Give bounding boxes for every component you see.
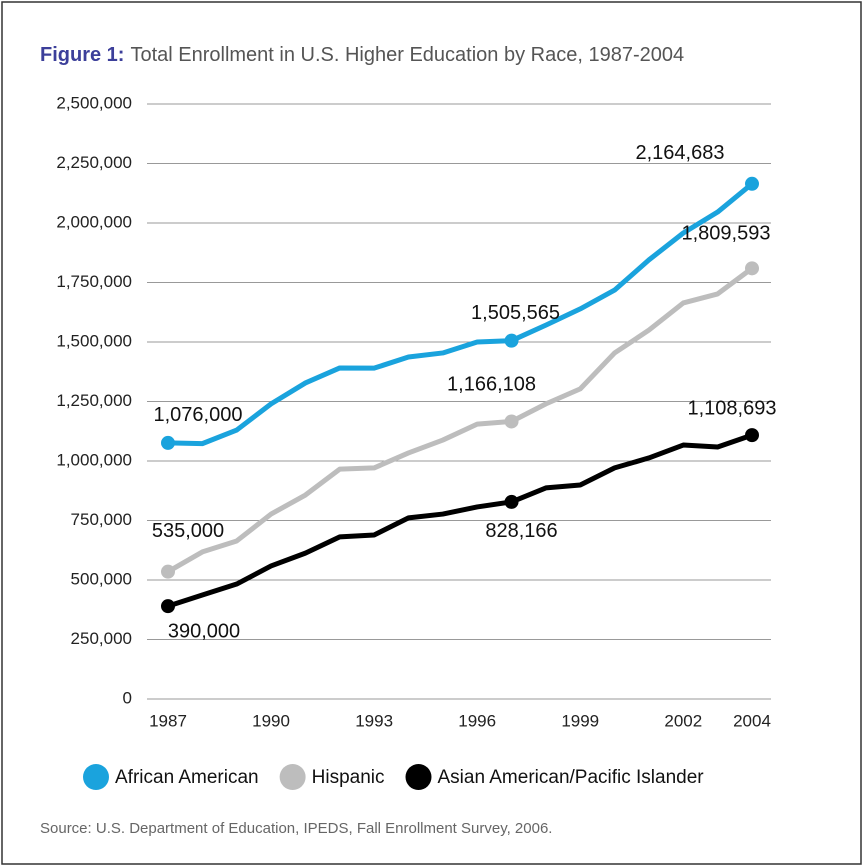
- x-tick-label: 2004: [733, 711, 771, 730]
- legend-swatch: [279, 764, 306, 790]
- x-tick-label: 2002: [664, 711, 702, 730]
- data-label: 1,166,108: [447, 374, 536, 396]
- data-label: 828,166: [485, 520, 557, 542]
- y-tick-label: 750,000: [71, 510, 132, 529]
- y-tick-label: 2,250,000: [56, 153, 132, 172]
- y-tick-label: 1,000,000: [56, 450, 132, 469]
- data-point: [504, 414, 519, 429]
- y-tick-label: 0: [123, 688, 132, 707]
- legend-label: Hispanic: [312, 767, 385, 788]
- x-tick-label: 1987: [149, 711, 187, 730]
- legend-label: Asian American/Pacific Islander: [438, 767, 705, 788]
- chart-title-group: Figure 1: Total Enrollment in U.S. Higher…: [40, 44, 684, 66]
- y-tick-label: 2,000,000: [56, 212, 132, 231]
- data-label: 1,076,000: [154, 404, 243, 426]
- series-line: [165, 181, 755, 447]
- data-label: 2,164,683: [636, 142, 725, 164]
- data-label: 535,000: [152, 520, 224, 542]
- data-label: 1,108,693: [688, 397, 777, 419]
- y-tick-label: 2,500,000: [56, 93, 132, 112]
- source-note: Source: U.S. Department of Education, IP…: [40, 820, 552, 837]
- data-label: 1,809,593: [682, 223, 771, 245]
- data-point: [745, 176, 759, 191]
- y-tick-label: 500,000: [71, 569, 132, 588]
- x-tick-label: 1999: [561, 711, 599, 730]
- series-line: [165, 432, 755, 609]
- chart-title: Total Enrollment in U.S. Higher Educatio…: [130, 44, 684, 66]
- x-tick-label: 1993: [355, 711, 393, 730]
- data-point: [745, 261, 759, 276]
- y-tick-label: 250,000: [71, 629, 132, 648]
- y-tick-label: 1,500,000: [56, 331, 132, 350]
- data-point: [504, 333, 519, 348]
- legend-swatch: [405, 764, 432, 790]
- y-tick-label: 1,750,000: [56, 272, 132, 291]
- data-point: [161, 599, 175, 614]
- legend-label: African American: [115, 767, 259, 788]
- x-tick-label: 1990: [252, 711, 290, 730]
- y-tick-label: 1,250,000: [56, 391, 132, 410]
- series-line: [165, 265, 755, 575]
- legend-swatch: [83, 764, 109, 790]
- data-label: 1,505,565: [471, 302, 560, 324]
- data-point: [745, 428, 759, 443]
- x-tick-label: 1996: [458, 711, 496, 730]
- data-label: 390,000: [168, 620, 240, 642]
- title-prefix: Figure 1:: [40, 44, 124, 66]
- data-point: [161, 435, 175, 450]
- data-point: [161, 564, 175, 579]
- data-point: [504, 494, 519, 509]
